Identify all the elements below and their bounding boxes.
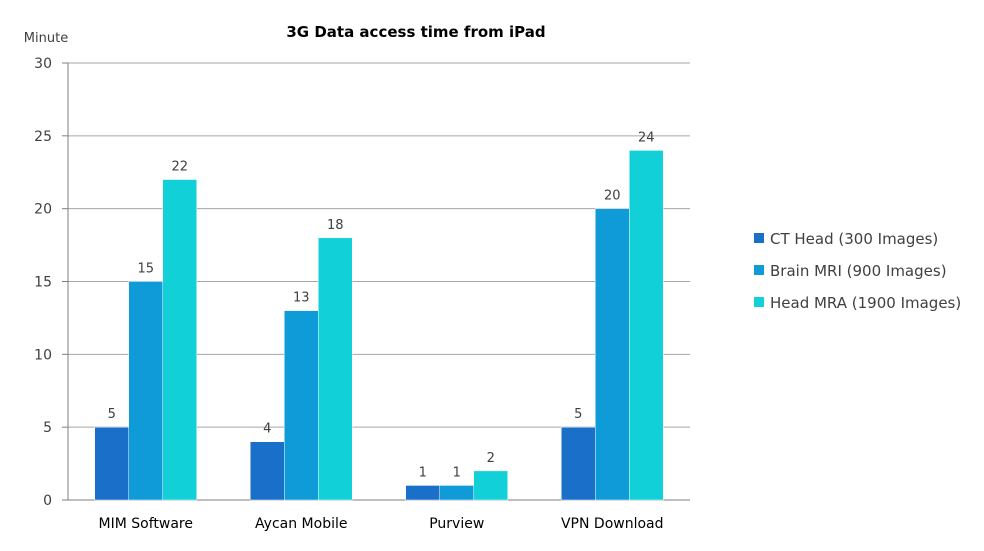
y-axis-label: Minute — [24, 31, 68, 46]
data-label: 1 — [453, 465, 461, 480]
bar — [250, 441, 285, 501]
bar — [318, 237, 353, 501]
y-axis-ticks: 0 5 10 15 20 25 30 — [34, 56, 52, 509]
legend-label: Brain MRI (900 Images) — [770, 262, 947, 280]
y-tick-label: 15 — [34, 275, 52, 291]
chart-title: 3G Data access time from iPad — [286, 23, 545, 41]
x-category-label: Purview — [429, 516, 484, 532]
x-category-label: Aycan Mobile — [255, 516, 347, 532]
bar — [405, 485, 440, 501]
bar — [284, 310, 319, 501]
data-label: 1 — [419, 465, 427, 480]
data-label: 5 — [108, 407, 116, 422]
data-labels: 5 15 22 4 13 18 1 1 2 5 20 24 — [108, 130, 655, 480]
data-label: 24 — [638, 130, 655, 145]
bars — [94, 150, 664, 501]
data-label: 2 — [487, 451, 495, 466]
legend-label: Head MRA (1900 Images) — [770, 294, 961, 312]
data-label: 5 — [574, 407, 582, 422]
data-label: 20 — [604, 189, 621, 204]
x-category-label: MIM Software — [99, 516, 193, 532]
y-tick-label: 30 — [34, 56, 52, 72]
data-label: 22 — [171, 160, 188, 175]
bar — [162, 179, 197, 501]
x-category-label: VPN Download — [561, 516, 664, 532]
y-tick-label: 0 — [43, 493, 52, 509]
legend-label: CT Head (300 Images) — [770, 230, 938, 248]
y-tick-label: 20 — [34, 202, 52, 218]
data-label: 4 — [263, 422, 271, 437]
bar — [128, 281, 163, 501]
data-label: 15 — [137, 262, 154, 277]
bar — [439, 485, 474, 501]
bar — [561, 426, 596, 501]
y-tick-label: 10 — [34, 347, 52, 363]
legend: CT Head (300 Images) Brain MRI (900 Image… — [754, 230, 961, 312]
bar — [629, 150, 664, 501]
y-tick-label: 25 — [34, 129, 52, 145]
data-label: 13 — [293, 291, 310, 306]
legend-swatch — [754, 233, 764, 243]
bar — [94, 426, 129, 501]
legend-swatch — [754, 265, 764, 275]
bar — [473, 470, 508, 501]
bar — [595, 208, 630, 501]
x-axis-categories: MIM Software Aycan Mobile Purview VPN Downl… — [99, 516, 664, 532]
y-tick-label: 5 — [43, 420, 52, 436]
legend-swatch — [754, 297, 764, 307]
data-label: 18 — [327, 218, 344, 233]
